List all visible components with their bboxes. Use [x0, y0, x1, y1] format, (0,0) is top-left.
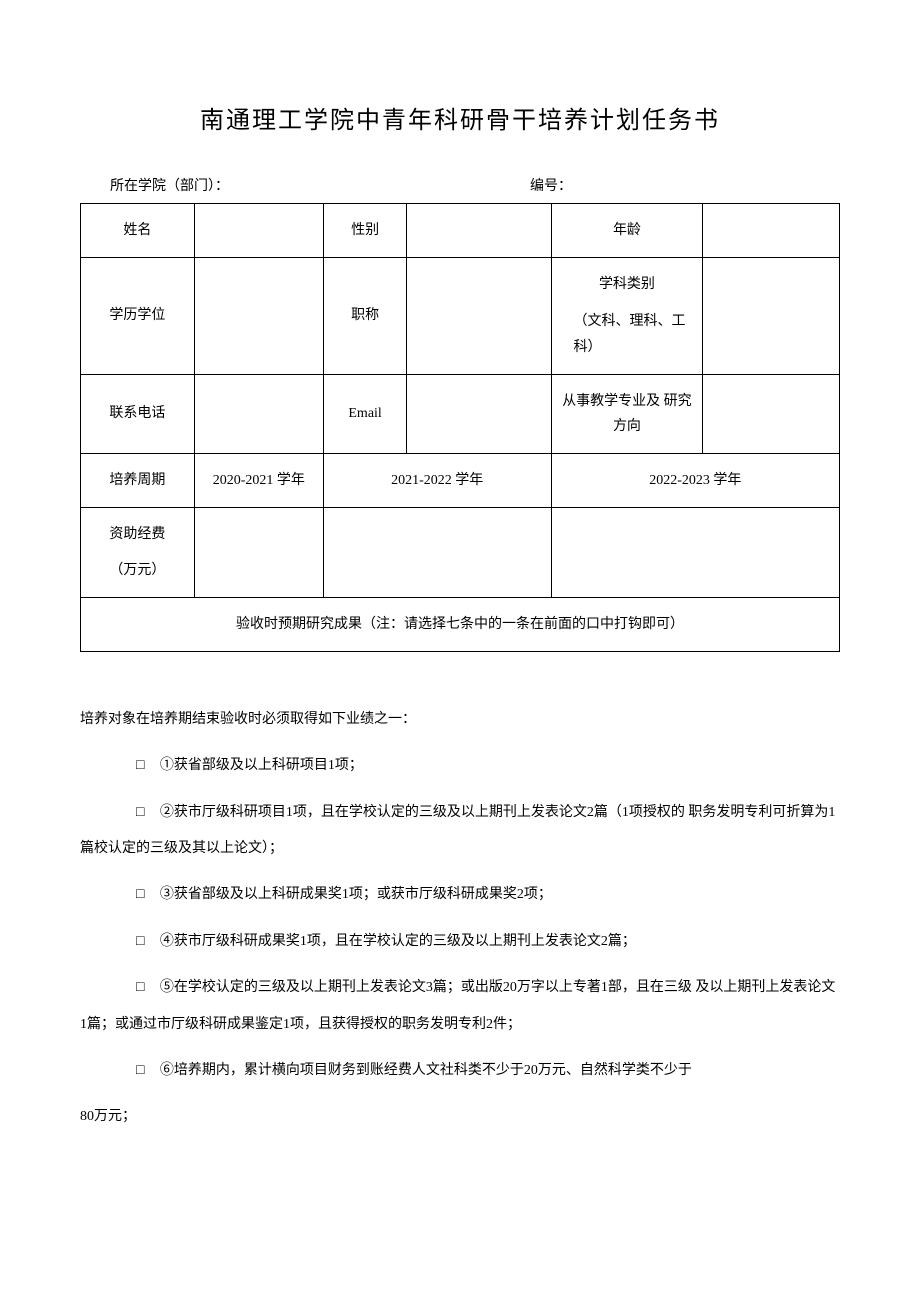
table-row: 学历学位 职称 学科类别 （文科、理科、工科） [81, 258, 840, 375]
name-field[interactable] [194, 204, 323, 258]
fund-label-text: 资助经费 [89, 522, 186, 547]
page-title: 南通理工学院中青年科研骨干培养计划任务书 [80, 100, 840, 135]
header-line: 所在学院（部门）： 编号： [80, 175, 840, 195]
checkbox-icon[interactable]: □ [108, 970, 144, 1006]
fund-label: 资助经费 （万元） [81, 508, 195, 597]
name-label: 姓名 [81, 204, 195, 258]
checkbox-icon[interactable]: □ [108, 877, 144, 913]
edu-label: 学历学位 [81, 258, 195, 375]
code-label: 编号： [530, 175, 840, 195]
item-text: ⑤在学校认定的三级及以上期刊上发表论文3篇；或出版20万字以上专著1部，且在三级… [80, 980, 835, 1031]
subject-label-text: 学科类别 [560, 272, 695, 297]
table-row: 联系电话 Email 从事教学专业及 研究方向 [81, 374, 840, 453]
item-text: ⑥培养期内，累计横向项目财务到账经费人文社科类不少于20万元、自然科学类不少于 [160, 1063, 692, 1078]
checkbox-item[interactable]: □ ⑤在学校认定的三级及以上期刊上发表论文3篇；或出版20万字以上专著1部，且在… [80, 970, 840, 1043]
fund-y3-field[interactable] [551, 508, 839, 597]
phone-label: 联系电话 [81, 374, 195, 453]
checkbox-item[interactable]: □ ②获市厅级科研项目1项，且在学校认定的三级及以上期刊上发表论文2篇（1项授权… [80, 795, 840, 868]
major-label: 从事教学专业及 研究方向 [551, 374, 703, 453]
subject-note: （文科、理科、工科） [560, 309, 695, 359]
subject-field[interactable] [703, 258, 840, 375]
period-y1: 2020-2021 学年 [194, 454, 323, 508]
subject-label: 学科类别 （文科、理科、工科） [551, 258, 703, 375]
checkbox-item[interactable]: □ ③获省部级及以上科研成果奖1项；或获市厅级科研成果奖2项； [80, 877, 840, 913]
body-text: 培养对象在培养期结束验收时必须取得如下业绩之一： □ ①获省部级及以上科研项目1… [80, 702, 840, 1136]
title-label: 职称 [323, 258, 406, 375]
phone-field[interactable] [194, 374, 323, 453]
age-field[interactable] [703, 204, 840, 258]
fund-y2-field[interactable] [323, 508, 551, 597]
checkbox-icon[interactable]: □ [108, 748, 144, 784]
table-row: 姓名 性别 年龄 [81, 204, 840, 258]
age-label: 年龄 [551, 204, 703, 258]
checkbox-item[interactable]: □ ①获省部级及以上科研项目1项； [80, 748, 840, 784]
item-text: ③获省部级及以上科研成果奖1项；或获市厅级科研成果奖2项； [160, 887, 552, 902]
email-field[interactable] [407, 374, 551, 453]
item-text: ④获市厅级科研成果奖1项，且在学校认定的三级及以上期刊上发表论文2篇； [160, 934, 636, 949]
checkbox-icon[interactable]: □ [108, 924, 144, 960]
fund-y1-field[interactable] [194, 508, 323, 597]
edu-field[interactable] [194, 258, 323, 375]
gender-label: 性别 [323, 204, 406, 258]
gender-field[interactable] [407, 204, 551, 258]
table-row: 资助经费 （万元） [81, 508, 840, 597]
period-y3: 2022-2023 学年 [551, 454, 839, 508]
major-field[interactable] [703, 374, 840, 453]
title-field[interactable] [407, 258, 551, 375]
table-row: 培养周期 2020-2021 学年 2021-2022 学年 2022-2023… [81, 454, 840, 508]
item-text: ②获市厅级科研项目1项，且在学校认定的三级及以上期刊上发表论文2篇（1项授权的 … [80, 805, 835, 856]
main-form-table: 姓名 性别 年龄 学历学位 职称 学科类别 （文科、理科、工科） 联系电话 Em… [80, 203, 840, 652]
checkbox-icon[interactable]: □ [108, 795, 144, 831]
checkbox-icon[interactable]: □ [108, 1053, 144, 1089]
dept-label: 所在学院（部门）： [110, 175, 530, 195]
tail-text: 80万元； [80, 1099, 840, 1135]
checkbox-item[interactable]: □ ④获市厅级科研成果奖1项，且在学校认定的三级及以上期刊上发表论文2篇； [80, 924, 840, 960]
table-row: 验收时预期研究成果（注：请选择七条中的一条在前面的口中打钩即可） [81, 597, 840, 651]
period-label: 培养周期 [81, 454, 195, 508]
period-y2: 2021-2022 学年 [323, 454, 551, 508]
fund-unit: （万元） [89, 558, 186, 583]
acceptance-note: 验收时预期研究成果（注：请选择七条中的一条在前面的口中打钩即可） [81, 597, 840, 651]
intro-text: 培养对象在培养期结束验收时必须取得如下业绩之一： [80, 702, 840, 738]
email-label: Email [323, 374, 406, 453]
item-text: ①获省部级及以上科研项目1项； [160, 758, 363, 773]
checkbox-item[interactable]: □ ⑥培养期内，累计横向项目财务到账经费人文社科类不少于20万元、自然科学类不少… [80, 1053, 840, 1089]
